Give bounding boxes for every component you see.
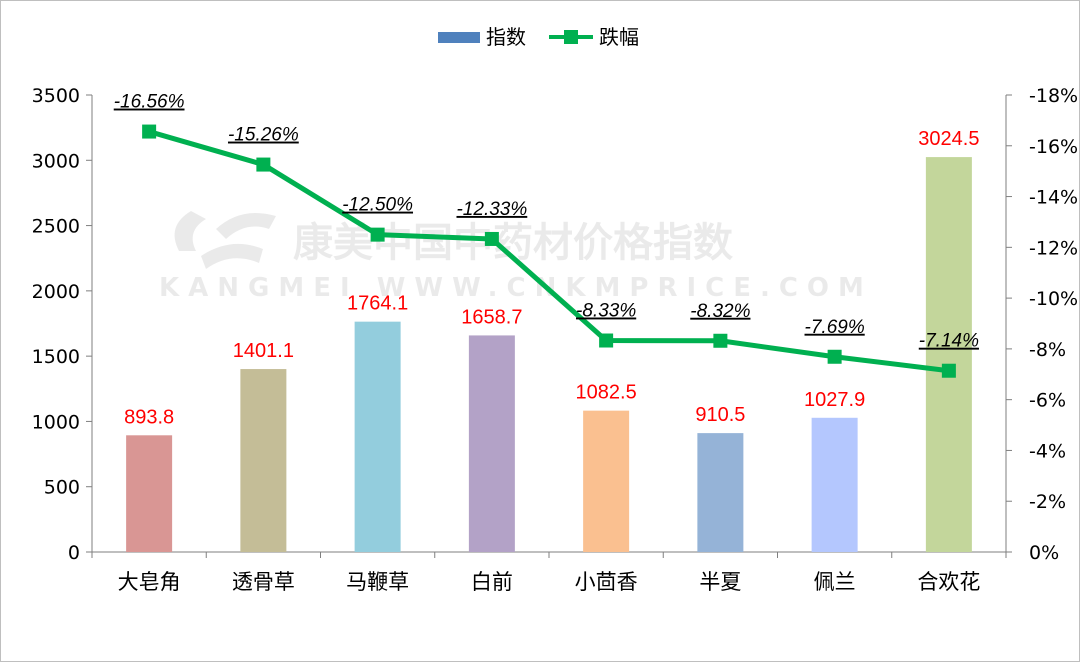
bar-value-label: 1658.7 (461, 306, 522, 328)
bar-3 (354, 321, 401, 552)
line-series (142, 124, 956, 378)
legend-label-drop: 跌幅 (599, 25, 639, 49)
bar-value-label: 1401.1 (233, 340, 294, 362)
x-category-label: 合欢花 (917, 570, 980, 594)
legend-swatch-drop-marker (564, 30, 578, 44)
y-right-tick-label: -8% (1029, 339, 1066, 361)
watermark: 康美中国中药材价格指数 KANGMEI WWW.CNKMPRICE.COM (159, 211, 873, 303)
watermark-url: KANGMEI WWW.CNKMPRICE.COM (159, 273, 873, 303)
y-left-tick-label: 1500 (32, 346, 80, 368)
y-left-tick-label: 3500 (32, 85, 80, 107)
y-left-tick-label: 0 (68, 542, 80, 564)
x-category-label: 小茴香 (575, 570, 638, 594)
drop-marker-8 (941, 363, 956, 378)
bar-value-label: 1764.1 (347, 293, 408, 315)
y-right-tick-label: -10% (1029, 288, 1078, 310)
y-right-tick-label: 0% (1029, 542, 1059, 564)
drop-value-label: -16.56% (114, 92, 185, 113)
bar-7 (811, 417, 858, 552)
drop-line (148, 129, 950, 374)
legend-swatch-index (438, 32, 480, 43)
drop-marker-3 (370, 227, 385, 242)
drop-marker-1 (142, 124, 157, 139)
y-right-tick-label: -6% (1029, 390, 1066, 412)
drop-value-label: -12.33% (456, 199, 527, 220)
bar-4 (468, 335, 515, 552)
y-right-tick-label: -4% (1029, 440, 1066, 462)
drop-value-label: -7.14% (919, 331, 979, 352)
y-left-tick-label: 1000 (32, 411, 80, 433)
x-category-label: 半夏 (699, 570, 741, 594)
y-left-tick-label: 500 (44, 477, 80, 499)
drop-marker-4 (484, 231, 499, 246)
bar-8 (925, 157, 972, 552)
bar-value-label: 3024.5 (918, 128, 979, 150)
x-category-label: 佩兰 (814, 570, 856, 594)
data-labels: 893.8 1401.1 1764.1 1658.7 1082.5 910.5 1027.9… (114, 92, 980, 429)
bar-5 (583, 410, 630, 552)
bar-value-label: 1082.5 (576, 382, 637, 404)
bar-value-label: 893.8 (124, 406, 174, 428)
x-category-label: 白前 (471, 570, 513, 594)
bar-value-label: 910.5 (695, 404, 745, 426)
x-category-label: 大皂角 (118, 570, 181, 594)
drop-marker-6 (713, 333, 728, 348)
watermark-logo (174, 211, 276, 269)
drop-marker-2 (256, 157, 271, 172)
y-right-tick-label: -2% (1029, 491, 1066, 513)
bar-1 (126, 435, 173, 552)
bar-2 (240, 369, 287, 552)
y-right-tick-label: -16% (1029, 136, 1078, 158)
drop-value-label: -8.33% (576, 301, 636, 322)
legend: 指数 跌幅 (438, 25, 639, 49)
x-category-label: 马鞭草 (346, 570, 409, 594)
y-left-tick-label: 3000 (32, 150, 80, 172)
y-left-tick-label: 2500 (32, 216, 80, 238)
bar-series (126, 157, 972, 552)
bar-value-label: 1027.9 (804, 389, 865, 411)
bar-6 (697, 433, 744, 552)
y-left-tick-label: 2000 (32, 281, 80, 303)
drop-value-label: -12.50% (342, 195, 413, 216)
drop-value-label: -15.26% (228, 125, 299, 146)
y-right-tick-label: -18% (1029, 85, 1078, 107)
drop-marker-7 (827, 349, 842, 364)
x-category-label: 透骨草 (232, 570, 295, 594)
y-right-tick-label: -14% (1029, 187, 1078, 209)
drop-value-label: -8.32% (690, 301, 750, 322)
drop-marker-5 (599, 333, 614, 348)
axes: 0 500 1000 1500 2000 2500 3000 3500 0% -2% -4% -6% -… (32, 85, 1078, 594)
y-right-tick-label: -12% (1029, 237, 1078, 259)
drop-value-label: -7.69% (805, 317, 865, 338)
legend-label-index: 指数 (486, 25, 526, 49)
